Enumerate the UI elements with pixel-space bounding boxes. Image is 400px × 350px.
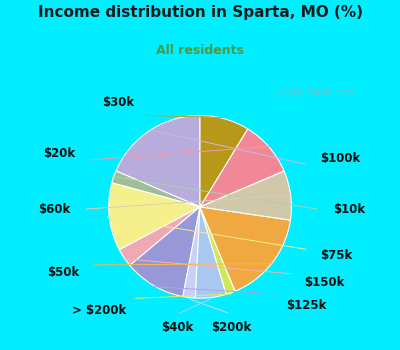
Wedge shape: [200, 129, 284, 207]
Wedge shape: [109, 183, 200, 250]
Text: > $200k: > $200k: [72, 304, 126, 317]
Wedge shape: [200, 171, 291, 220]
Text: $30k: $30k: [102, 96, 134, 109]
Wedge shape: [200, 116, 248, 207]
Text: $200k: $200k: [212, 321, 252, 334]
Text: $20k: $20k: [44, 147, 76, 160]
Text: All residents: All residents: [156, 44, 244, 57]
Text: $50k: $50k: [47, 266, 80, 279]
Wedge shape: [195, 207, 226, 298]
Text: $150k: $150k: [304, 276, 344, 289]
Text: $60k: $60k: [38, 203, 70, 216]
Wedge shape: [130, 207, 200, 296]
Wedge shape: [112, 171, 200, 207]
Wedge shape: [119, 207, 200, 265]
Text: $40k: $40k: [161, 321, 193, 334]
Text: ⓘ City-Data.com: ⓘ City-Data.com: [273, 89, 357, 98]
Text: $125k: $125k: [286, 299, 327, 312]
Text: $10k: $10k: [333, 203, 365, 216]
Wedge shape: [200, 207, 235, 294]
Text: Income distribution in Sparta, MO (%): Income distribution in Sparta, MO (%): [38, 5, 362, 20]
Text: $75k: $75k: [320, 248, 353, 261]
Wedge shape: [183, 207, 200, 298]
Text: $100k: $100k: [320, 152, 361, 165]
Wedge shape: [200, 207, 290, 291]
Wedge shape: [116, 116, 200, 207]
